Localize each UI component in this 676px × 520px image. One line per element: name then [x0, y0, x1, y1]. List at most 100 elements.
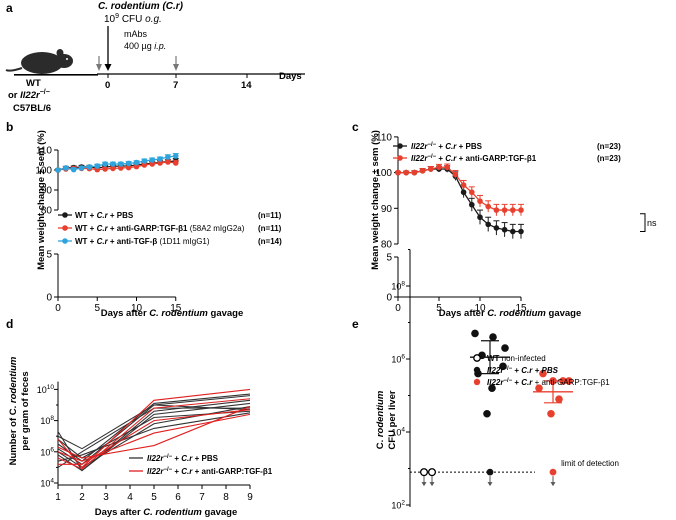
- data-point: [499, 362, 507, 371]
- legend-label: WT + C.r + anti-TGF-β (1D11 mIgG1): [75, 237, 210, 246]
- data-point: [452, 171, 459, 178]
- data-point: [488, 384, 496, 393]
- data-point: [460, 189, 467, 196]
- panel-label-c: c: [352, 120, 359, 134]
- data-point: [86, 164, 93, 170]
- mouse-line-2: or Il22r−/−: [8, 89, 50, 101]
- series-line: [57, 413, 251, 462]
- series-line: [57, 399, 251, 472]
- x-tick-label: 15: [170, 303, 182, 314]
- mab-arrow-2: [173, 56, 179, 71]
- legend-label: Il22r−/− + C.r + anti-GARP:TGF-β1: [411, 154, 537, 163]
- data-point-below-ld: [486, 468, 494, 476]
- y-axis-label: Number of C. rodentium: [8, 356, 19, 465]
- timeline-tick-label: 14: [241, 80, 252, 91]
- data-point: [63, 165, 69, 171]
- x-tick-label: 0: [395, 303, 401, 314]
- data-point: [141, 162, 148, 168]
- mouse-line-3: C57BL/6: [13, 103, 51, 114]
- y-tick-label: 100: [375, 168, 392, 179]
- data-point: [501, 226, 508, 233]
- timeline-tick-label: 0: [105, 80, 110, 91]
- legend-swatch-marker: [62, 225, 68, 231]
- data-point: [565, 377, 573, 385]
- legend-swatch-marker: [473, 354, 481, 362]
- legend-swatch-marker: [62, 212, 68, 218]
- data-point: [489, 333, 497, 341]
- data-point: [141, 158, 148, 164]
- data-point: [102, 166, 108, 172]
- significance-bracket: ns: [640, 213, 657, 232]
- mab-arrow-1: [96, 56, 102, 71]
- data-point: [419, 168, 426, 174]
- plot-area: [55, 153, 179, 173]
- data-point: [469, 189, 475, 196]
- legend-label: Il22r−/− + C.r + PBS: [147, 454, 219, 463]
- series-line: [57, 388, 251, 469]
- legend-swatch-marker: [473, 378, 481, 386]
- data-point: [118, 165, 124, 171]
- legend-swatch-marker: [473, 366, 481, 374]
- legend-label: Il22r−/− + C.r + anti-GARP:TGF-β1: [147, 467, 273, 476]
- legend-item: WT non-infected: [473, 354, 546, 363]
- x-tick-label: 2: [79, 492, 85, 503]
- data-point: [411, 169, 418, 176]
- legend-item: WT + C.r + PBS (n=11): [58, 211, 282, 220]
- data-point: [518, 228, 524, 235]
- panel-label-e: e: [352, 317, 359, 331]
- panel-label-a: a: [6, 1, 13, 15]
- data-point: [133, 159, 140, 166]
- x-tick-label: 9: [247, 492, 253, 503]
- mouse-line-1: WT: [26, 78, 41, 89]
- y-tick-label: 106: [40, 446, 54, 457]
- series-line: [57, 412, 251, 462]
- legend-n: (n=14): [258, 237, 282, 246]
- series-line: [57, 398, 251, 470]
- data-point: [403, 169, 410, 176]
- mabs-label: mAbs: [124, 29, 148, 39]
- data-point: [118, 161, 124, 167]
- legend-item: Il22r−/− + C.r + PBS (n=23): [393, 142, 621, 151]
- data-point: [102, 161, 108, 167]
- panel-c: c Mean weight change ± sem (%) 809010011…: [352, 120, 657, 319]
- legend-item: Il22r−/− + C.r + anti-GARP:TGF-β1 (n=23): [393, 154, 621, 163]
- x-tick-label: 10: [131, 303, 143, 314]
- data-point: [55, 167, 61, 173]
- y-tick-label: 110: [36, 146, 52, 157]
- x-tick-label: 5: [436, 303, 442, 314]
- data-point: [485, 203, 492, 210]
- y-axis-label: Mean weight change ± sem (%): [36, 130, 47, 270]
- data-point-below-ld: [549, 468, 557, 476]
- data-point: [510, 228, 516, 235]
- x-axis-label: Days after C. rodentium gavage: [439, 308, 582, 319]
- x-axis-label: Days after C. rodentium gavage: [95, 507, 238, 518]
- data-point: [501, 344, 509, 352]
- legend-item: Il22r−/− + C.r + anti-GARP:TGF-β1: [129, 467, 273, 476]
- data-point: [157, 156, 163, 162]
- x-tick-label: 5: [94, 303, 100, 314]
- legend-n: (n=11): [258, 211, 282, 220]
- data-point: [427, 468, 437, 477]
- panel-b: b Mean weight change ± sem (%) 809010011…: [6, 120, 282, 319]
- below-detection-arrowhead: [421, 482, 427, 487]
- x-tick-label: 5: [151, 492, 157, 503]
- y-axis-label: C. rodentium: [375, 390, 386, 449]
- y-tick-label: 104: [40, 478, 54, 489]
- panel-a: a WT or Il22r−/− C57BL/6 C. rodentium (C…: [5, 1, 305, 114]
- data-point: [172, 153, 179, 159]
- x-tick-label: 6: [175, 492, 181, 503]
- legend: Il22r−/− + C.r + PBS (n=23) Il22r−/− + C…: [393, 142, 621, 163]
- legend-item: Il22r−/− + C.r + anti-GARP:TGF-β1: [473, 378, 610, 387]
- legend-swatch-marker: [397, 155, 403, 161]
- series: [395, 163, 524, 216]
- legend-label: WT + C.r + anti-GARP:TGF-β1 (58A2 mIgG2a…: [75, 224, 245, 233]
- infection-arrow: [104, 26, 112, 71]
- data-point: [428, 166, 434, 172]
- data-point: [395, 169, 401, 176]
- legend-label: Il22r−/− + C.r + anti-GARP:TGF-β1: [487, 378, 610, 387]
- data-point: [485, 221, 492, 228]
- data-point: [460, 182, 467, 188]
- data-point: [493, 225, 500, 231]
- y-tick-label: 104: [391, 427, 405, 438]
